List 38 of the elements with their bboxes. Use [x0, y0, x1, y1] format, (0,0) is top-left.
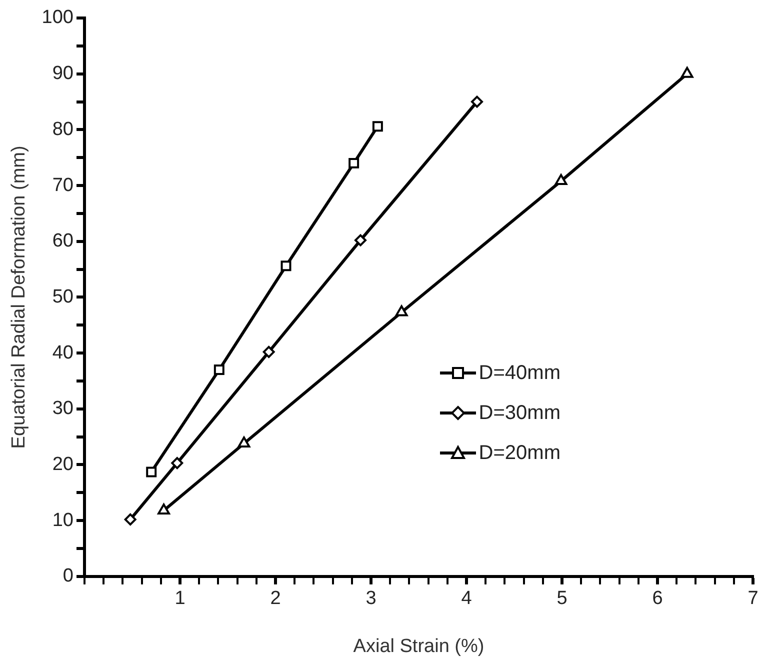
x-tick-label: 1 — [174, 588, 186, 610]
point — [280, 260, 292, 272]
point — [348, 158, 360, 168]
point — [471, 96, 484, 108]
y-tick-label: 90 — [52, 63, 74, 84]
legend-label: D=20mm — [478, 442, 560, 465]
x-axis-title: Axial Strain (%) — [353, 636, 484, 657]
y-tick-label: 60 — [52, 230, 74, 252]
y-axis-title: Equatorial Radial Deformation (mm) — [8, 146, 30, 449]
point — [262, 346, 275, 358]
point — [680, 66, 694, 78]
point — [171, 457, 184, 470]
y-tick-label: 30 — [52, 398, 74, 420]
y-tick-label: 20 — [52, 454, 74, 475]
legend-label: D=40mm — [478, 362, 560, 385]
y-tick-label: 100 — [42, 7, 74, 28]
x-tick-label: 4 — [461, 588, 472, 610]
point — [158, 504, 170, 515]
point — [554, 174, 568, 186]
point — [354, 234, 366, 246]
point — [214, 364, 224, 376]
point — [395, 305, 408, 316]
point — [372, 121, 383, 132]
x-tick-label: 7 — [748, 588, 758, 610]
y-tick-label: 10 — [52, 510, 74, 531]
point — [238, 436, 250, 448]
y-tick-label: 40 — [52, 342, 74, 364]
point — [146, 466, 157, 478]
x-tick-label: 3 — [366, 588, 376, 610]
legend-label: D=30mm — [478, 402, 560, 425]
x-tick-label: 6 — [652, 588, 663, 610]
x-tick-label: 5 — [556, 588, 568, 610]
y-tick-label: 80 — [52, 118, 74, 140]
y-tick-label: 0 — [62, 566, 74, 587]
y-tick-label: 70 — [52, 174, 74, 196]
point — [124, 513, 136, 526]
x-tick-label: 2 — [270, 588, 281, 610]
y-tick-label: 50 — [52, 286, 74, 308]
